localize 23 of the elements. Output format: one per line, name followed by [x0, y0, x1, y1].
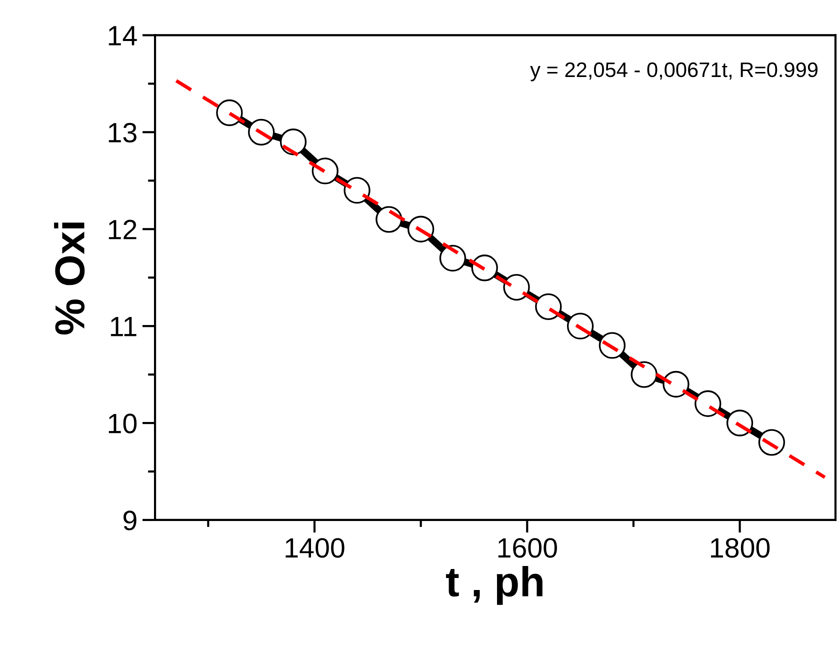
x-tick-label: 1400 [286, 538, 344, 558]
point [630, 361, 658, 388]
y-tick-label: 10 [108, 414, 137, 434]
point [694, 390, 722, 417]
point [376, 206, 402, 233]
x-axis-title: t , ph [446, 566, 542, 605]
point [344, 176, 370, 204]
annotation: y = 22,054 - 0,00671t, R=0.999 [530, 62, 818, 82]
y-tick-label: 9 [124, 510, 136, 530]
y-tick-label: 12 [108, 220, 136, 240]
x-tick-label: 1600 [498, 538, 557, 558]
y-tick-label: 14 [108, 26, 137, 46]
point [662, 370, 690, 398]
point [503, 274, 530, 301]
y-tick-label: 11 [110, 317, 136, 336]
point [439, 244, 466, 272]
point [216, 99, 243, 126]
point [471, 254, 498, 282]
y-axis-title: % Oxi [54, 222, 85, 334]
y-tick-label: 13 [108, 122, 136, 142]
point [535, 293, 562, 320]
x-tick-label: 1800 [711, 538, 770, 558]
point [312, 158, 338, 184]
